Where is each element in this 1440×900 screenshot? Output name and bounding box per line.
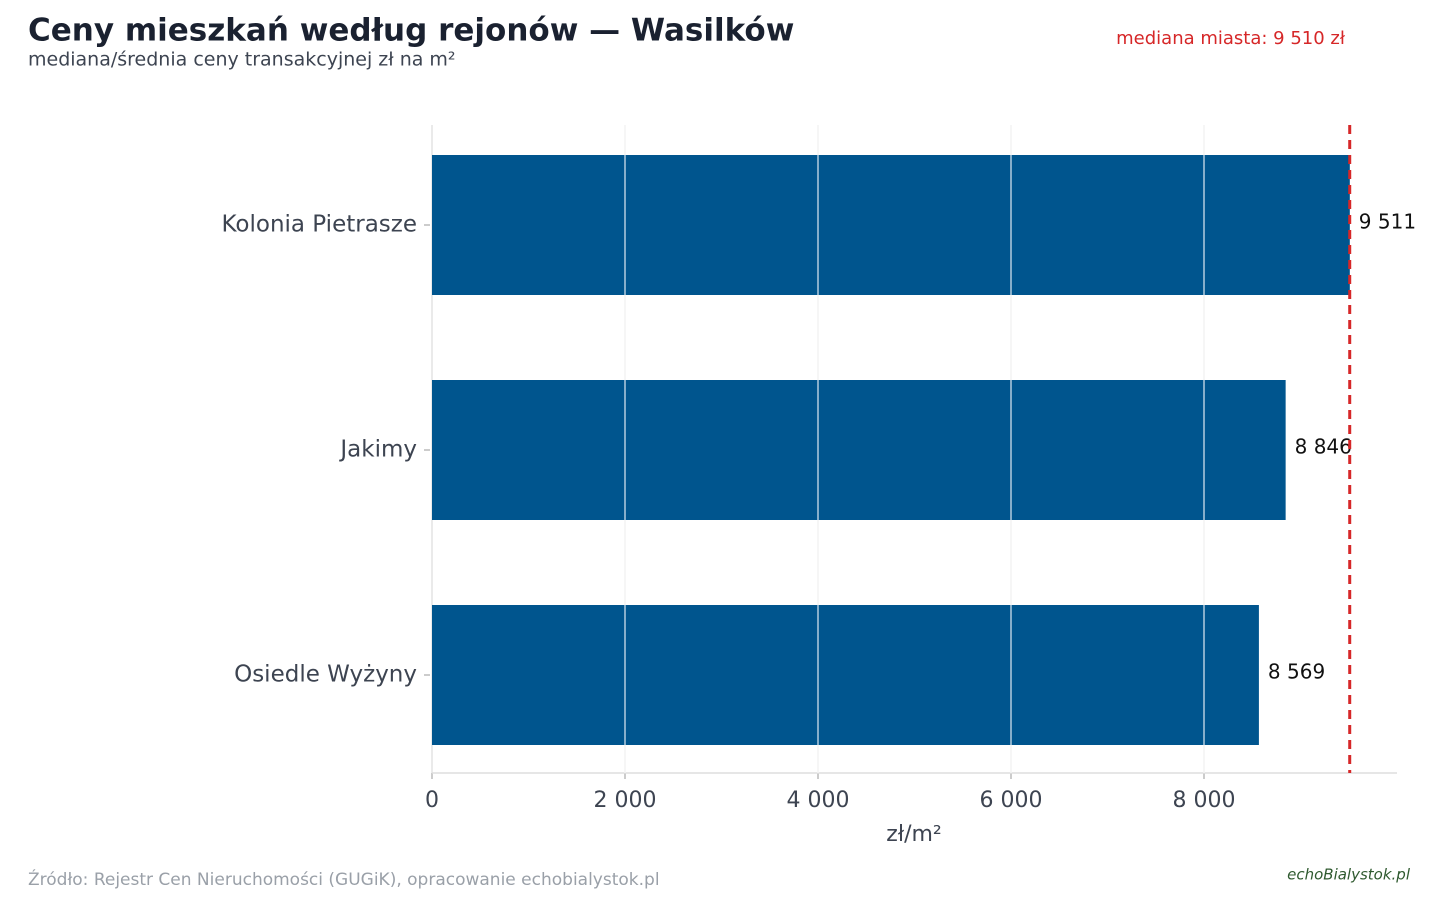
x-tick-label: 6 000 [980, 788, 1043, 813]
x-tick-label: 0 [425, 788, 439, 813]
bar [432, 155, 1350, 295]
bar [432, 605, 1259, 745]
median-label: mediana miasta: 9 510 zł [1116, 28, 1346, 49]
value-label: 9 511 [1359, 210, 1416, 234]
source: Źródło: Rejestr Cen Nieruchomości (GUGiK… [28, 868, 660, 890]
x-axis-label: zł/m² [886, 822, 941, 847]
chart-title: Ceny mieszkań według rejonów — Wasilków [28, 13, 794, 49]
y-tick-label: Kolonia Pietrasze [221, 212, 417, 238]
x-tick-label: 4 000 [787, 788, 850, 813]
logo: echoBialystok.pl [1287, 866, 1411, 884]
y-tick-label: Jakimy [338, 437, 417, 463]
chart-subtitle: mediana/średnia ceny transakcyjnej zł na… [28, 49, 456, 71]
y-tick-label: Osiedle Wyżyny [234, 662, 417, 688]
value-label: 8 569 [1268, 660, 1325, 684]
bar [432, 380, 1286, 520]
x-tick-label: 2 000 [594, 788, 657, 813]
value-label: 8 846 [1295, 435, 1352, 459]
x-tick-label: 8 000 [1173, 788, 1236, 813]
